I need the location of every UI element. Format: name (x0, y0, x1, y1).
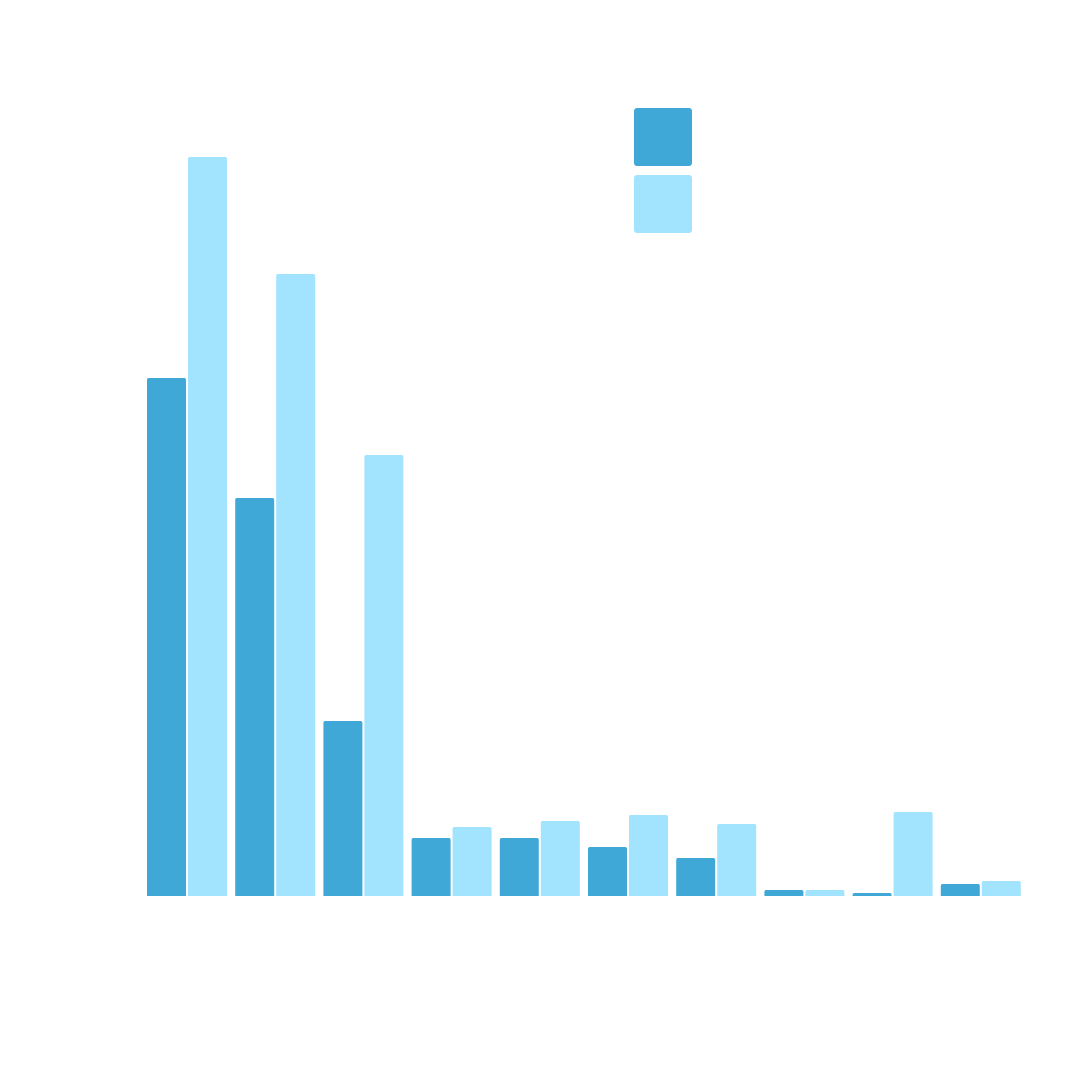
bar (540, 821, 580, 896)
bar (147, 378, 186, 896)
bar (940, 884, 980, 896)
bar (981, 881, 1021, 896)
bar (188, 157, 227, 896)
legend-swatch (634, 108, 692, 166)
bar (276, 274, 316, 896)
bar (805, 890, 845, 896)
bar (764, 890, 804, 896)
bar (852, 893, 892, 896)
bar (893, 812, 933, 896)
bar (676, 858, 716, 896)
bar (629, 815, 668, 896)
bar (411, 838, 451, 896)
bar (588, 847, 627, 896)
legend-swatch (634, 175, 692, 233)
bar (452, 827, 492, 896)
bar (364, 455, 404, 896)
bar (235, 498, 275, 896)
bar (323, 721, 363, 896)
bar (499, 838, 539, 896)
bar (717, 824, 757, 896)
